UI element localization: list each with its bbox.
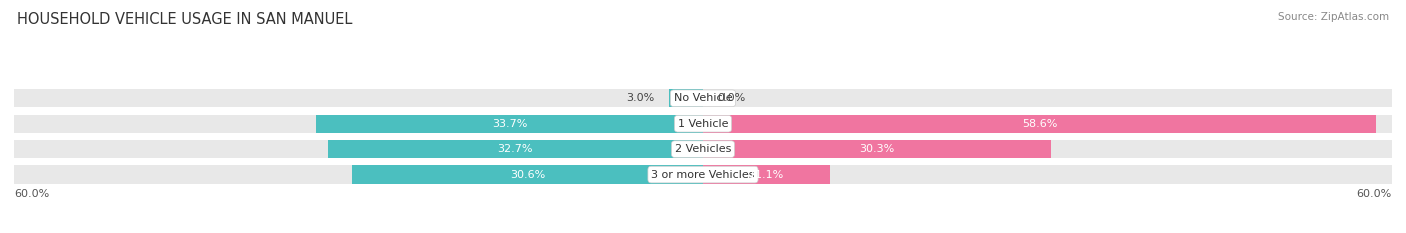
Bar [14, 89, 703, 107]
Bar [703, 165, 1392, 184]
Text: 3.0%: 3.0% [627, 93, 655, 103]
Bar [703, 89, 1392, 107]
Text: 60.0%: 60.0% [1357, 189, 1392, 199]
Bar [669, 89, 703, 107]
Text: 32.7%: 32.7% [498, 144, 533, 154]
Text: 2 Vehicles: 2 Vehicles [675, 144, 731, 154]
Bar [703, 140, 1050, 158]
Bar [352, 165, 703, 184]
Text: 3 or more Vehicles: 3 or more Vehicles [651, 170, 755, 180]
Text: 30.3%: 30.3% [859, 144, 894, 154]
Text: 30.6%: 30.6% [510, 170, 546, 180]
Bar [703, 140, 1392, 158]
Bar [316, 115, 703, 133]
Text: HOUSEHOLD VEHICLE USAGE IN SAN MANUEL: HOUSEHOLD VEHICLE USAGE IN SAN MANUEL [17, 12, 353, 27]
Bar [14, 140, 703, 158]
Text: 33.7%: 33.7% [492, 119, 527, 129]
Bar [703, 115, 1376, 133]
Text: 58.6%: 58.6% [1022, 119, 1057, 129]
Bar [703, 165, 831, 184]
Text: 60.0%: 60.0% [14, 189, 49, 199]
Text: 11.1%: 11.1% [749, 170, 785, 180]
Text: Source: ZipAtlas.com: Source: ZipAtlas.com [1278, 12, 1389, 22]
Bar [703, 115, 1392, 133]
Bar [14, 115, 703, 133]
Bar [14, 165, 703, 184]
Text: 0.0%: 0.0% [717, 93, 745, 103]
Bar [328, 140, 703, 158]
Text: 1 Vehicle: 1 Vehicle [678, 119, 728, 129]
Text: No Vehicle: No Vehicle [673, 93, 733, 103]
